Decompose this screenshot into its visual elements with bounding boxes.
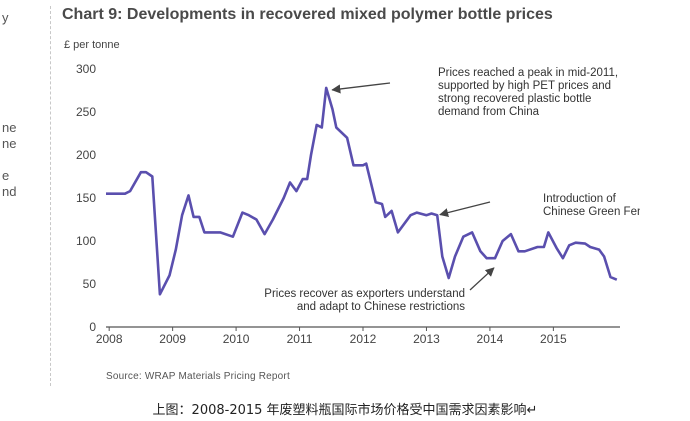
x-tick-label: 2014 (477, 332, 504, 346)
y-tick-label: 50 (83, 277, 97, 291)
left-margin-rule (50, 6, 52, 386)
annotation-text: Introduction of (543, 193, 617, 205)
figure-caption: 上图：2008-2015 年废塑料瓶国际市场价格受中国需求因素影响↵ (152, 403, 538, 418)
x-tick-label: 2011 (287, 332, 313, 346)
annotation-text: supported by high PET prices and (438, 80, 611, 92)
annotation-arrow (439, 201, 491, 218)
x-tick-label: 2012 (350, 332, 377, 346)
annotation-arrow (469, 267, 495, 291)
y-tick-label: 0 (89, 320, 96, 334)
edge-fragment: y (2, 10, 9, 25)
y-tick-label: 300 (76, 62, 96, 76)
y-tick-label: 150 (76, 191, 96, 205)
annotation-text: strong recovered plastic bottle (438, 93, 591, 105)
annotation-arrow (331, 82, 391, 94)
y-tick-label: 200 (76, 148, 96, 162)
chart-title: Chart 9: Developments in recovered mixed… (62, 6, 553, 23)
annotation-text: demand from China (438, 106, 540, 118)
x-tick-label: 2015 (540, 332, 567, 346)
edge-fragment: ne (2, 136, 17, 151)
y-tick-label: 250 (76, 105, 96, 119)
line-chart: 0 50 100 150 200 250 300 2008 2009 2010 2011 2012 20… (76, 62, 640, 346)
edge-fragment: ne (2, 120, 17, 135)
price-series-line (106, 86, 618, 296)
y-tick-label: 100 (76, 234, 96, 248)
annotation-text: Prices reached a peak in mid-2011, (438, 67, 618, 79)
annotation-text: Chinese Green Fence (543, 206, 640, 218)
x-tick-label: 2009 (159, 332, 186, 346)
x-tick-label: 2010 (223, 332, 250, 346)
annotation-text: Prices recover as exporters understand (264, 288, 465, 300)
x-tick-label: 2008 (96, 332, 123, 346)
annotation-text: and adapt to Chinese restrictions (297, 301, 465, 313)
x-tick-label: 2013 (413, 332, 440, 346)
edge-fragment: nd (2, 184, 17, 199)
y-axis-unit-label: £ per tonne (64, 39, 120, 51)
source-note: Source: WRAP Materials Pricing Report (106, 371, 290, 382)
edge-fragment: e (2, 168, 10, 183)
